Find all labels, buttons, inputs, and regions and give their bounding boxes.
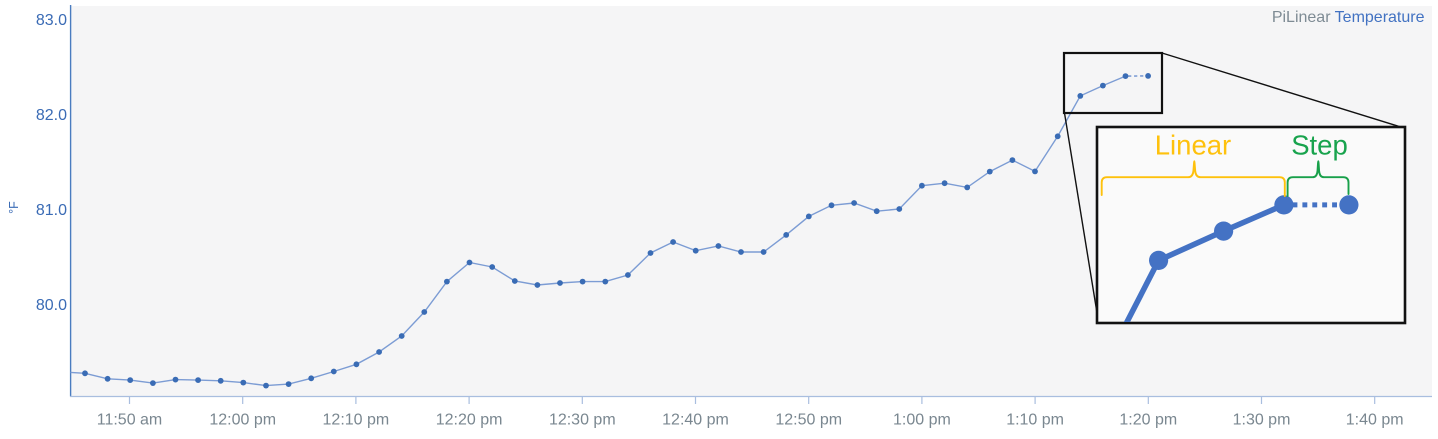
svg-text:12:40 pm: 12:40 pm: [662, 412, 729, 429]
svg-text:1:40 pm: 1:40 pm: [1346, 412, 1404, 429]
svg-text:PiLinear Temperature: PiLinear Temperature: [1272, 9, 1425, 26]
svg-text:1:20 pm: 1:20 pm: [1119, 412, 1177, 429]
svg-text:Linear: Linear: [1155, 129, 1231, 160]
svg-text:1:00 pm: 1:00 pm: [893, 412, 951, 429]
svg-text:11:50 am: 11:50 am: [97, 412, 163, 429]
svg-text:12:10 pm: 12:10 pm: [323, 412, 390, 429]
svg-text:°F: °F: [7, 201, 21, 214]
svg-text:12:30 pm: 12:30 pm: [549, 412, 616, 429]
svg-text:83.0: 83.0: [36, 12, 67, 29]
svg-text:80.0: 80.0: [36, 297, 67, 314]
svg-text:1:10 pm: 1:10 pm: [1006, 412, 1064, 429]
svg-text:12:00 pm: 12:00 pm: [209, 412, 276, 429]
svg-text:Step: Step: [1291, 129, 1348, 160]
svg-text:1:30 pm: 1:30 pm: [1233, 412, 1291, 429]
svg-text:81.0: 81.0: [36, 202, 67, 219]
svg-text:12:20 pm: 12:20 pm: [436, 412, 503, 429]
svg-text:12:50 pm: 12:50 pm: [775, 412, 842, 429]
svg-text:82.0: 82.0: [36, 107, 67, 124]
